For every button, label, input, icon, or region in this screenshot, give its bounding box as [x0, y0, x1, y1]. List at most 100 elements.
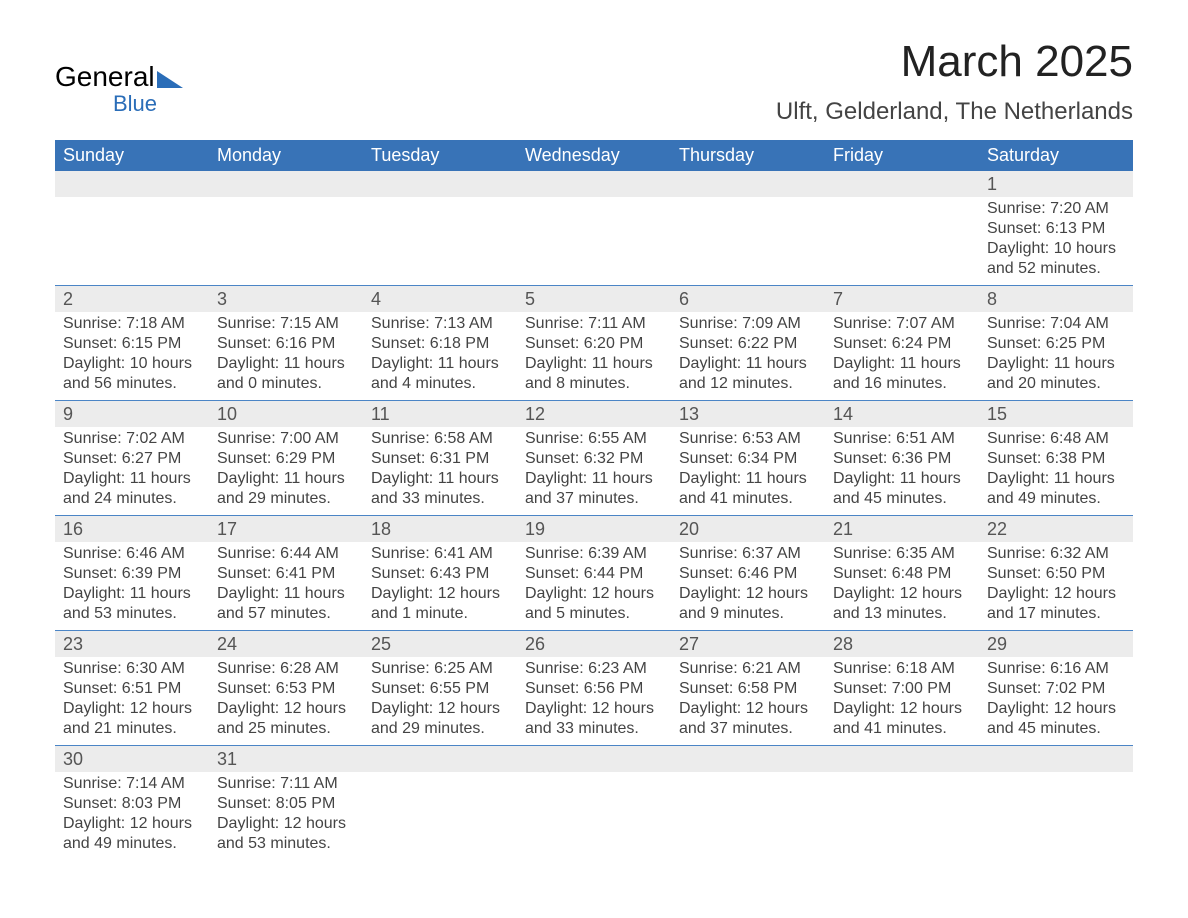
sunrise-line: Sunrise: 7:11 AM	[525, 314, 663, 334]
day-content-cell: Sunrise: 6:37 AMSunset: 6:46 PMDaylight:…	[671, 542, 825, 631]
sunset-line: Sunset: 6:29 PM	[217, 449, 355, 469]
day-number-cell: 28	[825, 631, 979, 658]
day-header: Monday	[209, 140, 363, 171]
day-number-cell	[517, 171, 671, 197]
logo-icon	[157, 66, 183, 91]
sunset-line: Sunset: 7:00 PM	[833, 679, 971, 699]
daylight-line: Daylight: 11 hours and 37 minutes.	[525, 469, 663, 509]
week-daynum-row: 1	[55, 171, 1133, 197]
day-number-cell: 27	[671, 631, 825, 658]
day-number-cell: 6	[671, 286, 825, 313]
day-content-cell: Sunrise: 7:11 AMSunset: 8:05 PMDaylight:…	[209, 772, 363, 860]
daylight-line: Daylight: 11 hours and 45 minutes.	[833, 469, 971, 509]
sunset-line: Sunset: 6:41 PM	[217, 564, 355, 584]
day-number-cell: 7	[825, 286, 979, 313]
sunset-line: Sunset: 6:31 PM	[371, 449, 509, 469]
week-daynum-row: 2345678	[55, 286, 1133, 313]
daylight-line: Daylight: 11 hours and 33 minutes.	[371, 469, 509, 509]
day-content-cell: Sunrise: 7:15 AMSunset: 6:16 PMDaylight:…	[209, 312, 363, 401]
day-number-cell: 1	[979, 171, 1133, 197]
day-content-cell: Sunrise: 6:58 AMSunset: 6:31 PMDaylight:…	[363, 427, 517, 516]
sunrise-line: Sunrise: 6:58 AM	[371, 429, 509, 449]
day-number-cell: 24	[209, 631, 363, 658]
day-number-cell	[671, 171, 825, 197]
day-content-cell: Sunrise: 6:25 AMSunset: 6:55 PMDaylight:…	[363, 657, 517, 746]
day-header: Tuesday	[363, 140, 517, 171]
day-number-cell: 26	[517, 631, 671, 658]
day-number-cell: 21	[825, 516, 979, 543]
daylight-line: Daylight: 11 hours and 20 minutes.	[987, 354, 1125, 394]
sunset-line: Sunset: 6:22 PM	[679, 334, 817, 354]
sunset-line: Sunset: 6:36 PM	[833, 449, 971, 469]
daylight-line: Daylight: 12 hours and 37 minutes.	[679, 699, 817, 739]
day-number-cell: 16	[55, 516, 209, 543]
sunset-line: Sunset: 6:34 PM	[679, 449, 817, 469]
location: Ulft, Gelderland, The Netherlands	[776, 98, 1133, 126]
daylight-line: Daylight: 10 hours and 52 minutes.	[987, 239, 1125, 279]
sunrise-line: Sunrise: 6:46 AM	[63, 544, 201, 564]
title-block: March 2025 Ulft, Gelderland, The Netherl…	[776, 40, 1133, 132]
sunrise-line: Sunrise: 6:18 AM	[833, 659, 971, 679]
day-number-cell: 10	[209, 401, 363, 428]
day-number-cell	[209, 171, 363, 197]
calendar-body: 1Sunrise: 7:20 AMSunset: 6:13 PMDaylight…	[55, 171, 1133, 860]
week-content-row: Sunrise: 7:02 AMSunset: 6:27 PMDaylight:…	[55, 427, 1133, 516]
day-number-cell	[363, 746, 517, 773]
sunrise-line: Sunrise: 7:04 AM	[987, 314, 1125, 334]
daylight-line: Daylight: 11 hours and 16 minutes.	[833, 354, 971, 394]
day-content-cell: Sunrise: 7:14 AMSunset: 8:03 PMDaylight:…	[55, 772, 209, 860]
calendar-table: Sunday Monday Tuesday Wednesday Thursday…	[55, 140, 1133, 860]
daylight-line: Daylight: 12 hours and 5 minutes.	[525, 584, 663, 624]
daylight-line: Daylight: 11 hours and 53 minutes.	[63, 584, 201, 624]
sunset-line: Sunset: 6:48 PM	[833, 564, 971, 584]
day-content-cell: Sunrise: 6:21 AMSunset: 6:58 PMDaylight:…	[671, 657, 825, 746]
day-content-cell: Sunrise: 7:18 AMSunset: 6:15 PMDaylight:…	[55, 312, 209, 401]
week-daynum-row: 3031	[55, 746, 1133, 773]
week-content-row: Sunrise: 7:18 AMSunset: 6:15 PMDaylight:…	[55, 312, 1133, 401]
sunset-line: Sunset: 6:15 PM	[63, 334, 201, 354]
sunset-line: Sunset: 7:02 PM	[987, 679, 1125, 699]
sunset-line: Sunset: 6:18 PM	[371, 334, 509, 354]
day-number-cell: 15	[979, 401, 1133, 428]
sunset-line: Sunset: 6:53 PM	[217, 679, 355, 699]
day-content-cell	[517, 772, 671, 860]
sunrise-line: Sunrise: 6:41 AM	[371, 544, 509, 564]
sunrise-line: Sunrise: 7:14 AM	[63, 774, 201, 794]
daylight-line: Daylight: 12 hours and 25 minutes.	[217, 699, 355, 739]
daylight-line: Daylight: 12 hours and 53 minutes.	[217, 814, 355, 854]
logo-text-top: General	[55, 64, 183, 91]
daylight-line: Daylight: 11 hours and 41 minutes.	[679, 469, 817, 509]
day-content-cell: Sunrise: 6:46 AMSunset: 6:39 PMDaylight:…	[55, 542, 209, 631]
day-number-cell: 3	[209, 286, 363, 313]
day-number-cell: 31	[209, 746, 363, 773]
day-content-cell: Sunrise: 7:04 AMSunset: 6:25 PMDaylight:…	[979, 312, 1133, 401]
daylight-line: Daylight: 12 hours and 21 minutes.	[63, 699, 201, 739]
sunrise-line: Sunrise: 7:15 AM	[217, 314, 355, 334]
day-content-cell: Sunrise: 6:48 AMSunset: 6:38 PMDaylight:…	[979, 427, 1133, 516]
logo-text-bottom: Blue	[55, 91, 183, 117]
sunset-line: Sunset: 6:16 PM	[217, 334, 355, 354]
daylight-line: Daylight: 11 hours and 12 minutes.	[679, 354, 817, 394]
week-content-row: Sunrise: 7:20 AMSunset: 6:13 PMDaylight:…	[55, 197, 1133, 286]
day-number-cell: 19	[517, 516, 671, 543]
day-number-cell: 23	[55, 631, 209, 658]
sunrise-line: Sunrise: 7:20 AM	[987, 199, 1125, 219]
day-content-cell: Sunrise: 7:09 AMSunset: 6:22 PMDaylight:…	[671, 312, 825, 401]
day-number-cell	[517, 746, 671, 773]
sunrise-line: Sunrise: 6:21 AM	[679, 659, 817, 679]
sunset-line: Sunset: 6:50 PM	[987, 564, 1125, 584]
sunrise-line: Sunrise: 6:55 AM	[525, 429, 663, 449]
day-number-cell: 17	[209, 516, 363, 543]
sunrise-line: Sunrise: 7:02 AM	[63, 429, 201, 449]
daylight-line: Daylight: 11 hours and 4 minutes.	[371, 354, 509, 394]
sunset-line: Sunset: 6:39 PM	[63, 564, 201, 584]
sunset-line: Sunset: 6:24 PM	[833, 334, 971, 354]
day-header: Sunday	[55, 140, 209, 171]
sunset-line: Sunset: 6:51 PM	[63, 679, 201, 699]
sunrise-line: Sunrise: 7:07 AM	[833, 314, 971, 334]
daylight-line: Daylight: 11 hours and 29 minutes.	[217, 469, 355, 509]
week-content-row: Sunrise: 7:14 AMSunset: 8:03 PMDaylight:…	[55, 772, 1133, 860]
week-daynum-row: 9101112131415	[55, 401, 1133, 428]
day-number-cell: 8	[979, 286, 1133, 313]
sunrise-line: Sunrise: 7:13 AM	[371, 314, 509, 334]
